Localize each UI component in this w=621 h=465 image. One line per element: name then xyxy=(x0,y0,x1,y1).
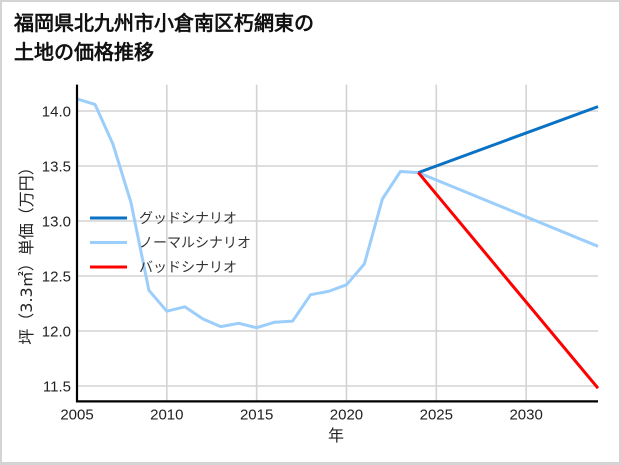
legend-label: ノーマルシナリオ xyxy=(139,236,251,252)
series-line-1 xyxy=(76,97,599,330)
x-tick-label: 2025 xyxy=(420,406,453,423)
data-series xyxy=(76,97,600,390)
y-axis-label: 坪（3.3㎡）単価（万円） xyxy=(17,159,36,344)
x-tick-label: 2010 xyxy=(150,406,183,423)
x-axis-ticks: 2005 2010 2015 2020 2025 2030 xyxy=(60,406,543,423)
legend-label: グッドシナリオ xyxy=(139,211,237,227)
x-tick-label: 2005 xyxy=(60,406,93,423)
series-line-0 xyxy=(417,105,599,175)
y-tick-label: 12.5 xyxy=(42,269,71,286)
gridlines xyxy=(76,84,598,402)
legend-item-0: グッドシナリオ xyxy=(90,211,237,227)
x-tick-label: 2015 xyxy=(240,406,273,423)
x-axis-label: 年 xyxy=(328,426,344,445)
y-axis-ticks: 11.5 12.0 12.5 13.0 13.5 14.0 xyxy=(42,104,71,396)
y-tick-label: 11.5 xyxy=(43,379,71,396)
y-tick-label: 14.0 xyxy=(42,104,71,121)
legend-item-2: バッドシナリオ xyxy=(90,260,237,276)
axes-spines xyxy=(75,84,598,403)
y-tick-label: 13.0 xyxy=(42,214,71,231)
x-tick-label: 2020 xyxy=(330,406,363,423)
chart-title-line-1: 福岡県北九州市小倉南区朽網東の xyxy=(14,11,314,35)
y-tick-label: 13.5 xyxy=(42,159,71,176)
y-tick-label: 12.0 xyxy=(42,324,71,341)
series-line-2 xyxy=(417,171,600,390)
legend-label: バッドシナリオ xyxy=(139,260,237,276)
chart-title-line-2: 土地の価格推移 xyxy=(14,40,154,64)
x-tick-label: 2030 xyxy=(509,406,542,423)
chart-title: 福岡県北九州市小倉南区朽網東の 土地の価格推移 xyxy=(14,9,314,67)
legend-item-1: ノーマルシナリオ xyxy=(90,236,251,252)
